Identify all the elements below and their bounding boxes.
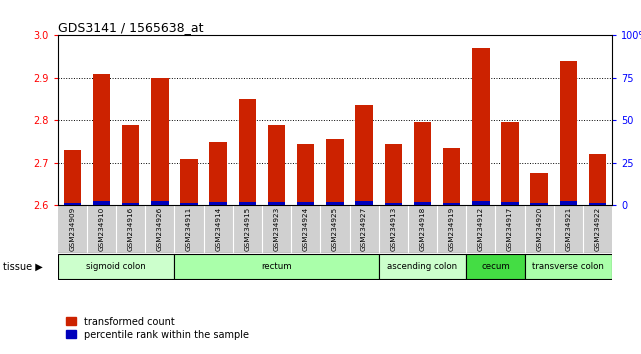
- Text: GSM234923: GSM234923: [274, 207, 279, 251]
- Bar: [443, 148, 460, 205]
- Bar: [560, 201, 577, 205]
- Bar: [210, 202, 227, 205]
- FancyBboxPatch shape: [524, 254, 612, 279]
- Bar: [355, 201, 373, 205]
- Bar: [93, 74, 110, 205]
- FancyBboxPatch shape: [58, 254, 174, 279]
- Bar: [268, 125, 285, 205]
- Bar: [122, 125, 139, 205]
- Text: GSM234920: GSM234920: [537, 207, 542, 251]
- Text: GSM234918: GSM234918: [419, 207, 426, 251]
- Bar: [63, 203, 81, 205]
- Bar: [297, 202, 315, 205]
- Text: GSM234910: GSM234910: [99, 207, 104, 251]
- Text: GSM234919: GSM234919: [449, 207, 454, 251]
- Text: GSM234924: GSM234924: [303, 207, 309, 251]
- Bar: [501, 202, 519, 205]
- Text: ascending colon: ascending colon: [387, 262, 458, 271]
- Bar: [472, 201, 490, 205]
- Bar: [501, 122, 519, 205]
- Text: GSM234925: GSM234925: [332, 207, 338, 251]
- Bar: [589, 203, 606, 205]
- Bar: [326, 202, 344, 205]
- Bar: [180, 203, 198, 205]
- Text: cecum: cecum: [481, 262, 510, 271]
- Text: sigmoid colon: sigmoid colon: [86, 262, 146, 271]
- Text: rectum: rectum: [262, 262, 292, 271]
- Text: GSM234916: GSM234916: [128, 207, 133, 251]
- Text: tissue ▶: tissue ▶: [3, 261, 43, 272]
- FancyBboxPatch shape: [466, 254, 524, 279]
- Bar: [589, 154, 606, 205]
- Bar: [210, 142, 227, 205]
- Text: GSM234914: GSM234914: [215, 207, 221, 251]
- Bar: [268, 202, 285, 205]
- Bar: [472, 48, 490, 205]
- FancyBboxPatch shape: [58, 205, 612, 253]
- Bar: [560, 61, 577, 205]
- Text: GSM234909: GSM234909: [69, 207, 75, 251]
- Bar: [443, 203, 460, 205]
- Bar: [63, 150, 81, 205]
- Text: GSM234911: GSM234911: [186, 207, 192, 251]
- Text: transverse colon: transverse colon: [533, 262, 604, 271]
- Text: GSM234927: GSM234927: [361, 207, 367, 251]
- Bar: [531, 173, 548, 205]
- FancyBboxPatch shape: [174, 254, 379, 279]
- FancyBboxPatch shape: [379, 254, 466, 279]
- Legend: transformed count, percentile rank within the sample: transformed count, percentile rank withi…: [63, 313, 253, 343]
- Bar: [151, 201, 169, 205]
- Bar: [531, 203, 548, 205]
- Bar: [413, 122, 431, 205]
- Text: GSM234915: GSM234915: [244, 207, 251, 251]
- Text: GSM234921: GSM234921: [565, 207, 571, 251]
- Bar: [238, 99, 256, 205]
- Bar: [151, 78, 169, 205]
- Bar: [297, 144, 315, 205]
- Bar: [180, 159, 198, 205]
- Bar: [385, 203, 402, 205]
- Bar: [238, 202, 256, 205]
- Text: GSM234912: GSM234912: [478, 207, 484, 251]
- Text: GSM234917: GSM234917: [507, 207, 513, 251]
- Text: GSM234913: GSM234913: [390, 207, 396, 251]
- Bar: [413, 202, 431, 205]
- Bar: [326, 139, 344, 205]
- Bar: [93, 201, 110, 205]
- Bar: [355, 105, 373, 205]
- Bar: [385, 144, 402, 205]
- Bar: [122, 203, 139, 205]
- Text: GSM234926: GSM234926: [157, 207, 163, 251]
- Text: GDS3141 / 1565638_at: GDS3141 / 1565638_at: [58, 21, 203, 34]
- Text: GSM234922: GSM234922: [595, 207, 601, 251]
